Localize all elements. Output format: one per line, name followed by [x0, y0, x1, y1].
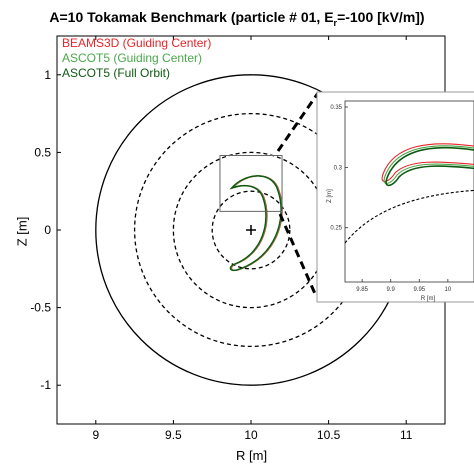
- x-tick-label: 11: [400, 428, 413, 442]
- legend: BEAMS3D (Guiding Center) ASCOT5 (Guiding…: [62, 36, 211, 81]
- zoom-box: [219, 155, 283, 212]
- y-tick-label: 1: [44, 68, 51, 82]
- x-tick-label: 10: [244, 428, 258, 442]
- inset-x-axis-label: R [m]: [421, 296, 436, 302]
- x-tick-label: 9: [92, 428, 99, 442]
- x-tick-label: 10.5: [317, 428, 341, 442]
- legend-entry-ascot5-gc: ASCOT5 (Guiding Center): [62, 51, 203, 65]
- y-tick-label: -0.5: [30, 301, 51, 315]
- orbit-ascot5-fo: [229, 175, 282, 272]
- inset-axes: [344, 100, 474, 283]
- y-tick-label: -1: [40, 378, 51, 392]
- inset-content: [345, 143, 474, 244]
- inset-y-axis-label: Z [m]: [327, 189, 333, 203]
- zoom-connector-top: [276, 92, 320, 152]
- legend-entry-beams3d: BEAMS3D (Guiding Center): [62, 36, 212, 50]
- y-axis-label: Z [m]: [14, 216, 30, 247]
- inset-flux-surface: [345, 189, 474, 244]
- zoom-connector-bottom: [278, 213, 318, 297]
- inset-x-tick-label: 9.95: [413, 287, 425, 293]
- inset-x-tick-label: 9.9: [387, 287, 396, 293]
- main-axis-ticks: 9 9.5 10 10.5 11 -1 -0.5 0 0.5 1: [30, 36, 413, 442]
- inset-y-tick-label: 0.35: [330, 105, 342, 111]
- inset-x-tick-label: 10: [445, 287, 452, 293]
- x-axis-label: R [m]: [236, 448, 268, 463]
- inset-frame: [316, 91, 474, 303]
- inset-x-tick-label: 9.85: [356, 287, 368, 293]
- y-tick-label: 0: [44, 223, 51, 237]
- magnetic-axis-marker: [246, 225, 256, 235]
- main-plot-content: [95, 74, 407, 386]
- inset-plot: 9.85 9.9 9.95 10 0.25 0.3 0.35 R [m] Z [m]: [316, 91, 474, 303]
- legend-entry-ascot5-fo: ASCOT5 (Full Orbit): [62, 66, 171, 80]
- inset-orbit-ascot5-fo: [385, 146, 474, 187]
- chart-title: A=10 Tokamak Benchmark (particle # 01, E…: [49, 9, 425, 28]
- inset-y-tick-label: 0.3: [334, 165, 343, 171]
- flux-surface: [211, 190, 291, 270]
- inset-y-tick-label: 0.25: [330, 226, 342, 232]
- y-tick-label: 0.5: [34, 145, 51, 159]
- x-tick-label: 9.5: [165, 428, 182, 442]
